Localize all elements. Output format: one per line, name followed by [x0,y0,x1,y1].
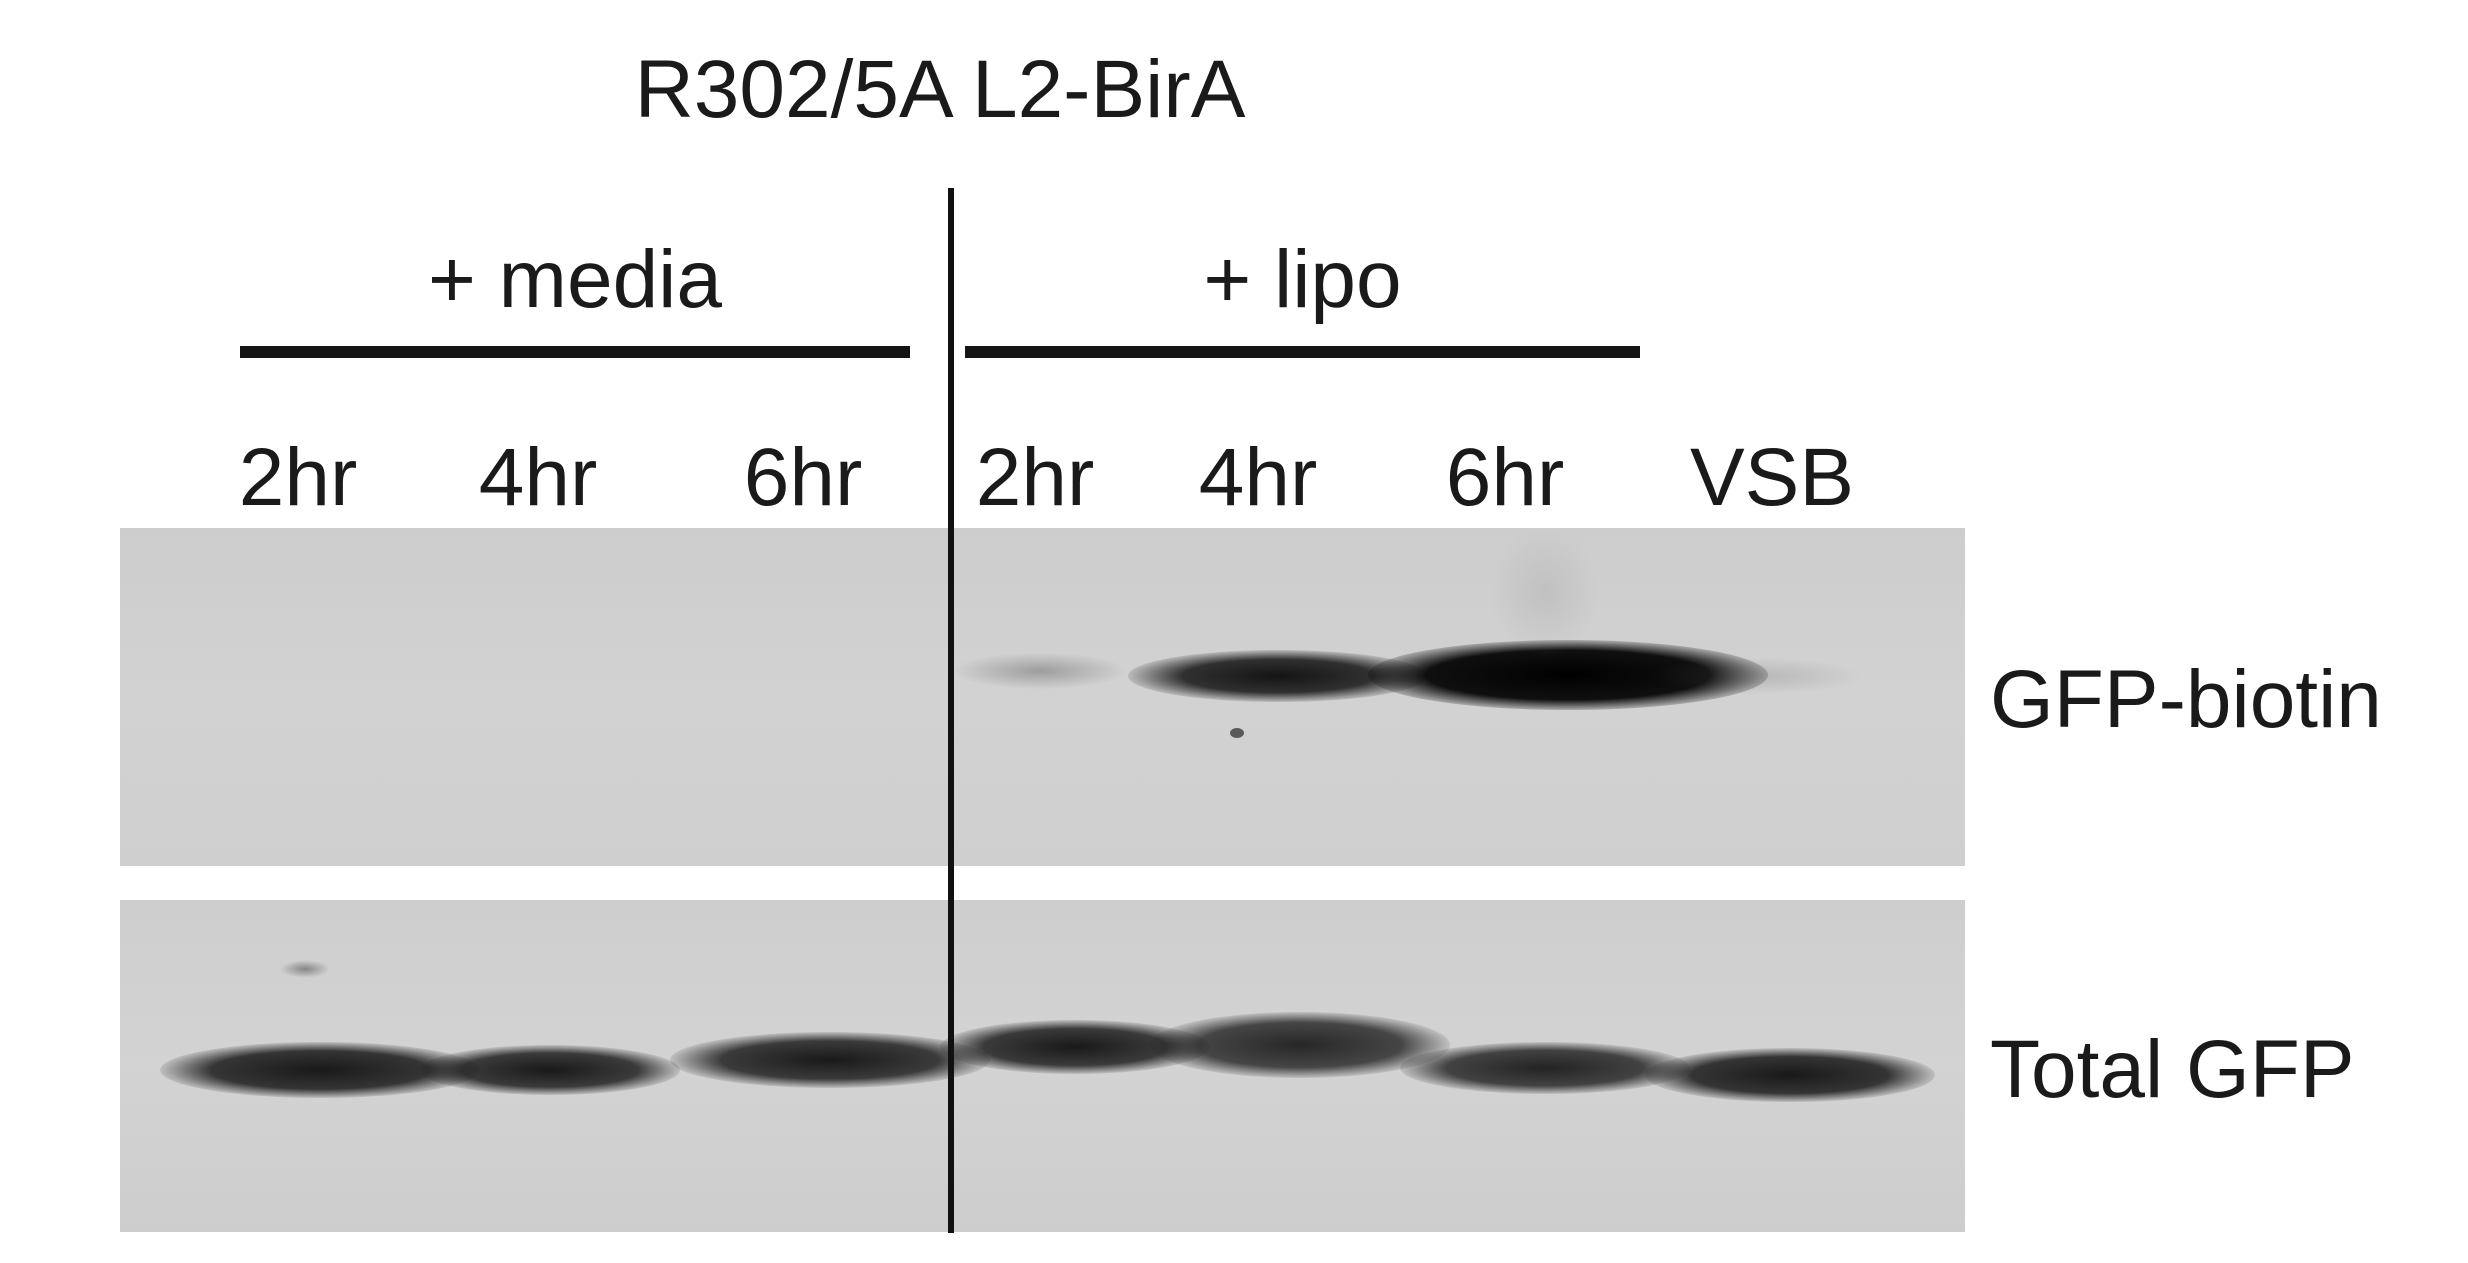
band-lipo-6hr-smear [1490,528,1600,658]
group-label-media: + media [427,234,722,325]
blot-total-gfp [120,900,1965,1232]
row-label-gfp-biotin: GFP-biotin [1990,654,2382,745]
lane-label: 6hr [1445,432,1565,523]
lane-label: 4hr [478,432,598,523]
group-bar-media [240,346,910,358]
band-lipo-2hr-faint [955,653,1125,689]
group-divider-line [948,188,954,1233]
group-label-lipo: + lipo [1203,234,1402,325]
row-label-total-gfp: Total GFP [1990,1024,2355,1115]
group-bar-lipo [965,346,1640,358]
speck [280,960,330,978]
lane-label: 2hr [975,432,1095,523]
band-lipo-6hr [1400,1042,1690,1094]
band-vsb [1645,1048,1935,1102]
band-media-4hr [420,1045,680,1095]
band-lipo-6hr [1368,640,1768,710]
figure-title: R302/5A L2-BirA [634,44,1246,135]
speck [1230,728,1244,738]
lane-label: VSB [1689,432,1855,523]
lane-label: 6hr [743,432,863,523]
blot-gfp-biotin [120,528,1965,866]
band-vsb-faint [1650,658,1860,694]
lane-label: 2hr [238,432,358,523]
lane-label: 4hr [1198,432,1318,523]
band-media-6hr [670,1032,990,1088]
